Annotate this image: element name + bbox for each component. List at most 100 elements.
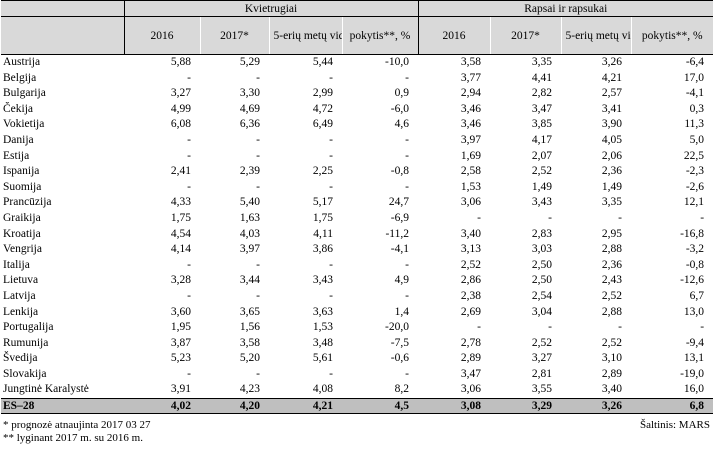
rapsai-value-cell: 4,21 <box>601 71 622 84</box>
rapsai-value-cell: -0,8 <box>685 258 705 271</box>
kvietrugiai-value-cell: 2,41 <box>170 165 191 178</box>
rapsai-value-cell: 3,40 <box>460 227 481 240</box>
rapsai-value-cell: 17,0 <box>683 71 705 84</box>
rapsai-value-cell: 2,86 <box>460 274 481 287</box>
rapsai-value-cell: -4,1 <box>685 87 705 100</box>
kvietrugiai-value-cell: 6,49 <box>312 118 333 131</box>
yield-table: Kvietrugiai Rapsai ir rapsukai 2016 2017… <box>1 0 714 415</box>
rapsai-value-cell: -6,4 <box>685 56 705 68</box>
kvietrugiai-value-cell: 2,39 <box>239 165 260 178</box>
rapsai-value-cell: 2,81 <box>531 367 552 380</box>
rapsai-value-cell: 3,03 <box>531 243 552 256</box>
table-body: Austrija 5,88 5,29 5,44 -10,0 3,58 3,35 3,26 -6,… <box>1 55 714 415</box>
kvietrugiai-value-cell: 3,63 <box>312 305 333 318</box>
kvietrugiai-value-cell: - <box>405 71 409 84</box>
rapsai-value-cell: 2,83 <box>531 227 552 240</box>
kvietrugiai-value-cell: - <box>405 258 409 271</box>
rapsai-value-cell: 2,54 <box>531 289 552 302</box>
table-row: Jungtinė Karalystė 3,91 4,23 4,08 8,2 3,06 3,5… <box>1 382 713 398</box>
rapsai-value-cell: - <box>548 321 552 334</box>
rapsai-value-cell: 2,94 <box>460 87 481 100</box>
rapsai-value-cell: 3,35 <box>531 56 552 68</box>
rapsai-value-cell: 3,04 <box>531 305 552 318</box>
kvietrugiai-value-cell: 4,14 <box>170 243 191 256</box>
kvietrugiai-value-cell: - <box>405 367 409 380</box>
country-cell: Jungtinė Karalystė <box>3 383 89 396</box>
rapsai-value-cell: 3,58 <box>460 56 481 68</box>
rapsai-value-cell: 2,36 <box>601 258 622 271</box>
kvietrugiai-value-cell: 4,33 <box>170 196 191 209</box>
kvietrugiai-value-cell: - <box>256 149 260 162</box>
col-header-change: pokytis**, % <box>341 16 418 55</box>
rapsai-value-cell: 2,06 <box>601 149 622 162</box>
kvietrugiai-value-cell: 3,65 <box>239 305 260 318</box>
rapsai-value-cell: 16,0 <box>683 383 705 396</box>
kvietrugiai-value-cell: - <box>187 133 191 146</box>
table-row: Čekija 4,99 4,69 4,72 -6,0 3,46 3,47 3,41 0,3 <box>1 102 713 118</box>
rapsai-value-cell: 3,06 <box>460 196 481 209</box>
rapsai-value-cell: 2,50 <box>531 258 552 271</box>
kvietrugiai-value-cell: - <box>329 289 333 302</box>
rapsai-value-cell: 3,06 <box>460 383 481 396</box>
kvietrugiai-value-cell: 4,03 <box>239 227 260 240</box>
kvietrugiai-value-cell: 1,75 <box>170 211 191 224</box>
kvietrugiai-value-cell: - <box>405 149 409 162</box>
country-cell: Vokietija <box>3 118 45 131</box>
kvietrugiai-value-cell: 4,23 <box>239 383 260 396</box>
kvietrugiai-value-cell: 4,72 <box>312 102 333 115</box>
kvietrugiai-value-cell: 3,91 <box>170 383 191 396</box>
kvietrugiai-value-cell: - <box>329 149 333 162</box>
rapsai-value-cell: -3,2 <box>685 243 705 256</box>
table-row: Prancūzija 4,33 5,40 5,17 24,7 3,06 3,43 3,35 12… <box>1 195 713 211</box>
table-row: Danija - - - - 3,97 4,17 4,05 5,0 <box>1 133 713 149</box>
kvietrugiai-value-cell: 3,86 <box>312 243 333 256</box>
rapsai-value-cell: -2,3 <box>685 165 705 178</box>
source-note: Šaltinis: MARS <box>640 419 710 431</box>
kvietrugiai-value-cell: 3,60 <box>170 305 191 318</box>
rapsai-value-cell: 2,69 <box>460 305 481 318</box>
kvietrugiai-value-cell: 4,99 <box>170 102 191 115</box>
col-header-change: pokytis**, % <box>630 16 714 55</box>
rapsai-value-cell: 3,90 <box>601 118 622 131</box>
table-row: Lietuva 3,28 3,44 3,43 4,9 2,86 2,50 2,43 -12,6 <box>1 273 713 289</box>
rapsai-value-cell: -9,4 <box>685 336 705 349</box>
kvietrugiai-value-cell: 3,27 <box>170 87 191 100</box>
table-row: Belgija - - - - 3,77 4,41 4,21 17,0 <box>1 71 713 87</box>
kvietrugiai-value-cell: 5,29 <box>239 56 260 68</box>
country-cell: Danija <box>3 133 34 146</box>
kvietrugiai-value-cell: - <box>187 149 191 162</box>
country-cell: Vengrija <box>3 243 42 256</box>
kvietrugiai-value-cell: 3,48 <box>312 336 333 349</box>
country-cell: Graikija <box>3 211 41 224</box>
rapsai-value-cell: 1,69 <box>460 149 481 162</box>
kvietrugiai-value-cell: 5,40 <box>239 196 260 209</box>
rapsai-value-cell: 3,27 <box>531 352 552 365</box>
rapsai-value-cell: -12,6 <box>680 274 705 287</box>
kvietrugiai-value-cell: 3,58 <box>239 336 260 349</box>
rapsai-value-cell: 3,29 <box>490 398 561 415</box>
kvietrugiai-value-cell: - <box>256 289 260 302</box>
kvietrugiai-value-cell: - <box>329 367 333 380</box>
kvietrugiai-value-cell: - <box>256 71 260 84</box>
rapsai-value-cell: -19,0 <box>680 367 705 380</box>
kvietrugiai-value-cell: 4,9 <box>394 274 409 287</box>
kvietrugiai-value-cell: 0,9 <box>394 87 409 100</box>
rapsai-value-cell: 22,5 <box>683 149 705 162</box>
col-header-5yr-avg: 5-erių metų vidurkis <box>268 16 342 55</box>
table-row: Slovakija - - - - 3,47 2,81 2,89 -19,0 <box>1 367 713 383</box>
kvietrugiai-value-cell: 2,99 <box>312 87 333 100</box>
rapsai-value-cell: - <box>618 211 622 224</box>
rapsai-value-cell: 2,52 <box>531 165 552 178</box>
kvietrugiai-value-cell: 3,28 <box>170 274 191 287</box>
rapsai-value-cell: 3,41 <box>601 102 622 115</box>
kvietrugiai-value-cell: 5,44 <box>312 56 333 68</box>
rapsai-value-cell: - <box>700 321 705 334</box>
table-row: Estija - - - - 1,69 2,07 2,06 22,5 <box>1 149 713 165</box>
footnote-change: ** lyginant 2017 m. su 2016 m. <box>3 432 143 444</box>
table-row: Vokietija 6,08 6,36 6,49 4,6 3,46 3,85 3,90 11,3 <box>1 117 713 133</box>
rapsai-value-cell: 3,46 <box>460 102 481 115</box>
kvietrugiai-value-cell: 2,25 <box>312 165 333 178</box>
country-cell: Latvija <box>3 289 36 302</box>
country-cell: Bulgarija <box>3 87 46 100</box>
rapsai-value-cell: - <box>477 321 481 334</box>
